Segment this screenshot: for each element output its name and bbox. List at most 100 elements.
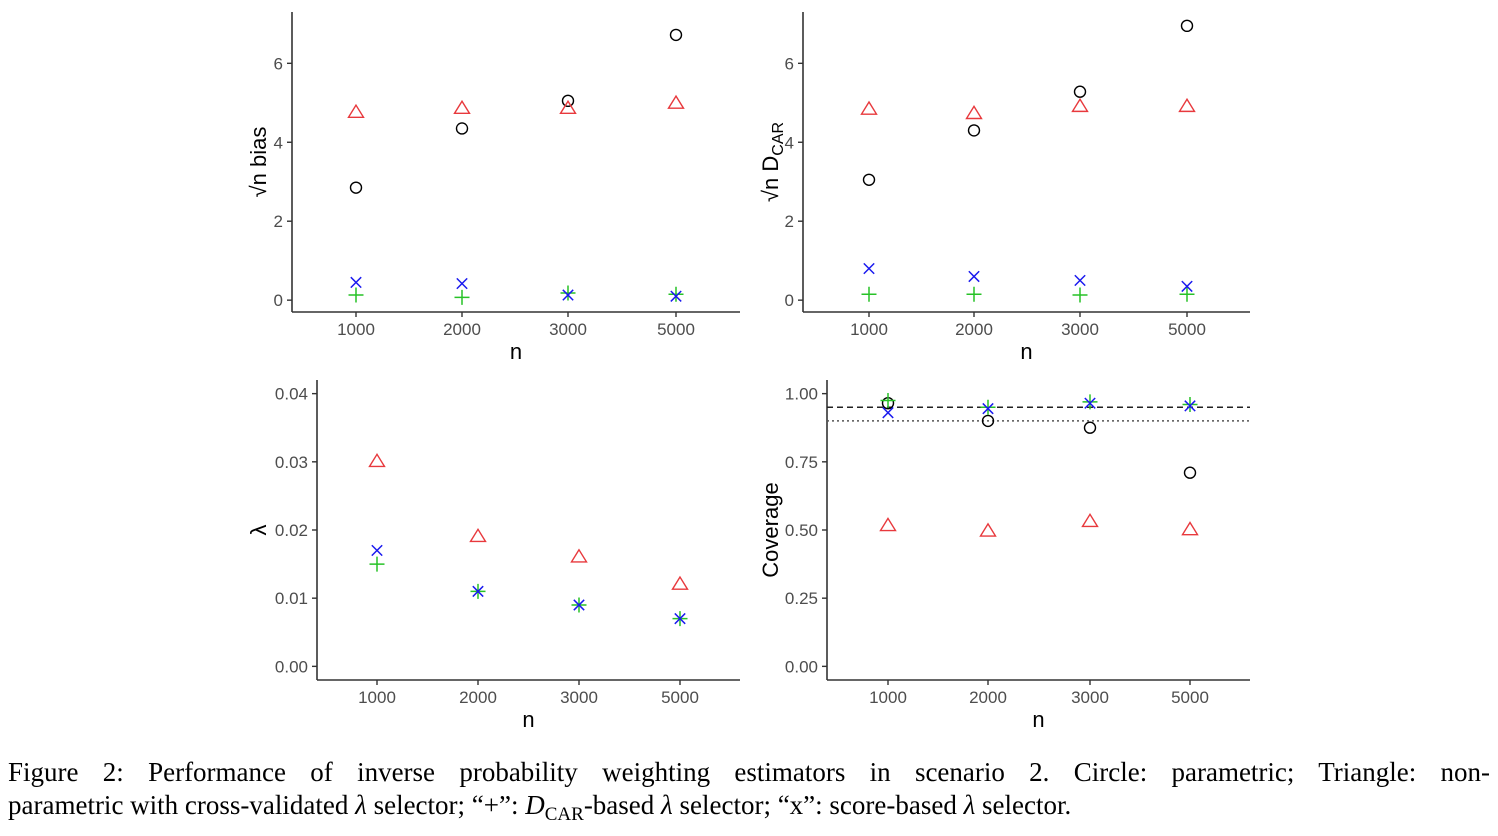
- point-cross: [1181, 280, 1193, 293]
- y-tick-label: 0.04: [275, 385, 308, 404]
- caption-line-1: Figure 2: Performance of inverse probabi…: [8, 757, 1490, 787]
- point-circle: [1083, 421, 1097, 434]
- point-triangle: [860, 100, 878, 115]
- figure-caption: Figure 2: Performance of inverse probabi…: [8, 756, 1490, 831]
- point-triangle: [347, 103, 365, 119]
- point-plus: [966, 286, 982, 302]
- point-circle: [349, 181, 363, 194]
- x-tick-label: 1000: [337, 320, 375, 339]
- y-tick-label: 2: [274, 212, 283, 231]
- x-tick-label: 2000: [459, 688, 497, 707]
- point-triangle: [879, 517, 897, 532]
- point-plus: [1182, 397, 1198, 413]
- point-circle: [981, 414, 995, 428]
- point-triangle: [453, 99, 471, 115]
- point-plus: [369, 556, 385, 572]
- point-plus: [861, 286, 877, 302]
- point-cross: [1084, 397, 1096, 409]
- point-circle: [1183, 466, 1197, 479]
- y-tick-label: 6: [274, 54, 283, 73]
- x-tick-label: 3000: [549, 320, 587, 339]
- point-cross: [456, 277, 468, 290]
- point-plus: [454, 289, 470, 305]
- x-tick-label: 5000: [1171, 688, 1209, 707]
- point-plus: [880, 392, 896, 408]
- point-circle: [455, 122, 469, 135]
- panel-1: 0 2 4 6 1000 2000 3000 5000 n √n bias: [246, 12, 740, 364]
- x-axis-title: n: [510, 339, 522, 364]
- point-plus: [1082, 394, 1098, 410]
- y-tick-label: 0.01: [275, 589, 308, 608]
- x-tick-label: 1000: [850, 320, 888, 339]
- panel-4: 0.00 0.25 0.50 0.75 1.00 1000 2000 3000 5000 n Cov…: [758, 380, 1250, 732]
- point-triangle: [570, 548, 588, 563]
- x-tick-label: 3000: [1071, 688, 1109, 707]
- point-circle: [1180, 19, 1194, 33]
- y-axis-title: Coverage: [758, 482, 783, 577]
- x-tick-label: 2000: [443, 320, 481, 339]
- panel-2: 0 2 4 6 1000 2000 3000 5000 n √n DCAR: [758, 12, 1250, 364]
- y-axis-title: √n DCAR: [758, 122, 787, 202]
- x-tick-label: 5000: [661, 688, 699, 707]
- y-tick-label: 0.00: [275, 657, 308, 676]
- point-triangle: [469, 527, 487, 543]
- point-triangle: [979, 522, 997, 537]
- point-cross: [1184, 400, 1196, 412]
- point-triangle: [965, 105, 983, 120]
- point-triangle: [1178, 97, 1196, 113]
- y-tick-label: 0.03: [275, 453, 308, 472]
- point-triangle: [1071, 97, 1089, 113]
- y-tick-label: 0.50: [785, 521, 818, 540]
- y-tick-label: 0.75: [785, 453, 818, 472]
- point-plus: [348, 287, 364, 303]
- x-tick-label: 1000: [869, 688, 907, 707]
- point-plus: [980, 399, 996, 415]
- y-axis-title: λ: [246, 525, 271, 536]
- point-plus: [560, 285, 576, 301]
- point-cross: [562, 289, 574, 301]
- y-tick-label: 4: [274, 133, 283, 152]
- point-circle: [967, 124, 981, 137]
- point-circle: [669, 28, 683, 42]
- x-tick-label: 5000: [1168, 320, 1206, 339]
- point-plus: [1179, 286, 1195, 302]
- point-triangle: [559, 99, 577, 115]
- x-axis-title: n: [522, 707, 534, 732]
- point-cross: [674, 612, 686, 625]
- figure: 0 2 4 6 1000 2000 3000 5000 n √n bias 0 2 4 6 1000 2000…: [246, 12, 1250, 732]
- point-cross: [1074, 274, 1086, 287]
- y-tick-label: 1.00: [785, 385, 818, 404]
- point-plus: [668, 286, 684, 302]
- point-circle: [561, 94, 575, 108]
- point-cross: [968, 270, 980, 283]
- x-tick-label: 2000: [955, 320, 993, 339]
- point-triangle: [368, 452, 386, 468]
- point-circle: [862, 173, 876, 186]
- caption-line-2: parametric with cross-validated λ select…: [8, 790, 1072, 825]
- point-cross: [863, 262, 875, 275]
- point-triangle: [1081, 512, 1099, 528]
- point-circle: [1073, 85, 1087, 98]
- point-triangle: [671, 575, 689, 590]
- point-cross: [350, 276, 362, 289]
- point-plus: [1072, 287, 1088, 303]
- point-triangle: [667, 94, 685, 109]
- point-triangle: [1181, 521, 1199, 536]
- x-tick-label: 1000: [358, 688, 396, 707]
- y-tick-label: 6: [785, 54, 794, 73]
- y-tick-label: 0: [274, 291, 283, 310]
- point-cross: [573, 599, 585, 611]
- y-tick-label: 2: [785, 212, 794, 231]
- y-tick-label: 0: [785, 291, 794, 310]
- x-tick-label: 5000: [657, 320, 695, 339]
- x-tick-label: 3000: [1061, 320, 1099, 339]
- point-cross: [670, 290, 682, 302]
- y-axis-title: √n bias: [246, 127, 271, 198]
- x-tick-label: 2000: [969, 688, 1007, 707]
- y-tick-label: 0.02: [275, 521, 308, 540]
- x-tick-label: 3000: [560, 688, 598, 707]
- y-tick-label: 0.00: [785, 657, 818, 676]
- y-tick-label: 4: [785, 133, 794, 152]
- x-axis-title: n: [1020, 339, 1032, 364]
- point-cross: [472, 585, 484, 598]
